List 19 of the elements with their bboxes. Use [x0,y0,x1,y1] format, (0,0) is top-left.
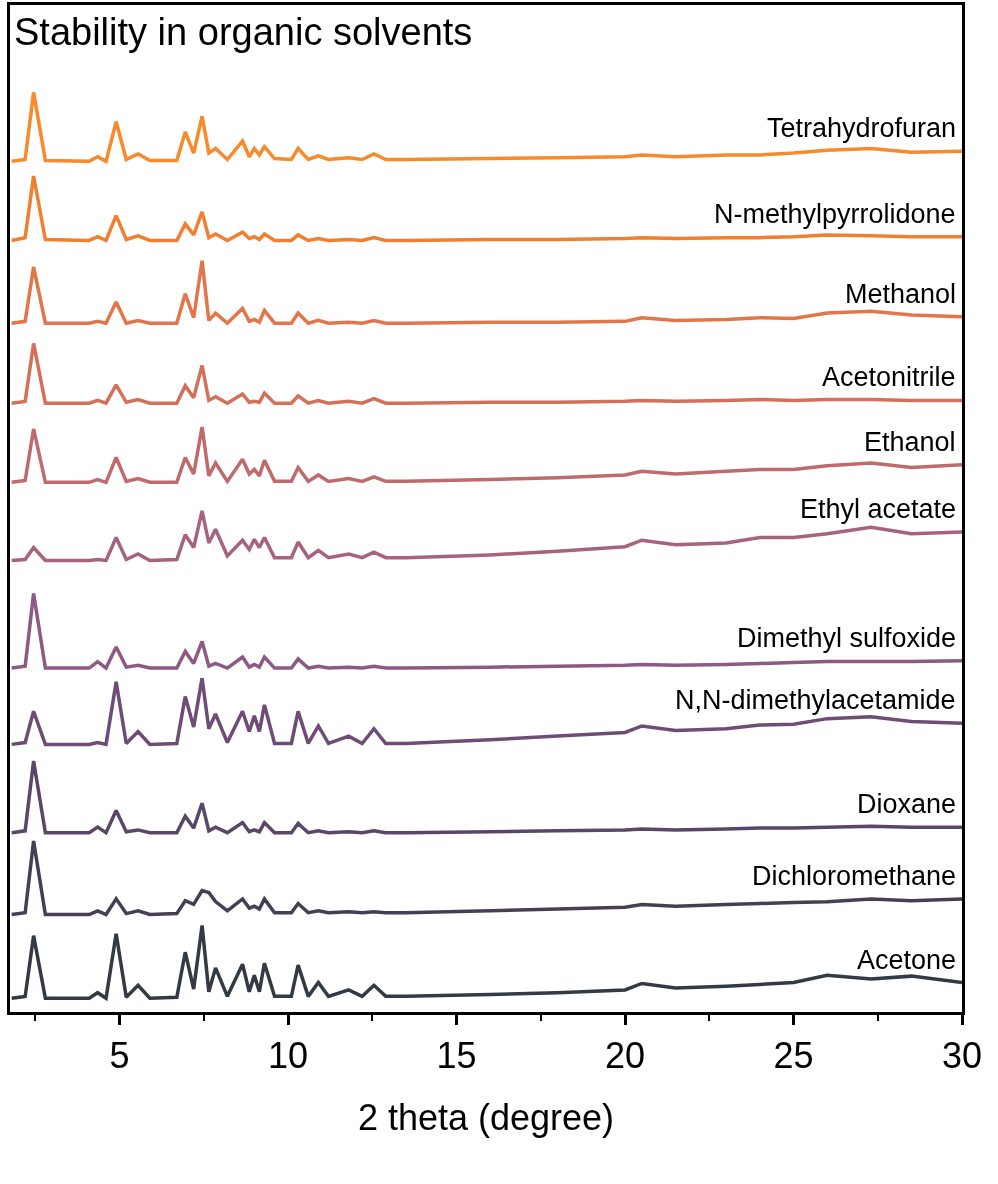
x-tick-label: 20 [604,1034,646,1076]
series-label: Ethanol [864,427,956,457]
x-tick-label: 5 [109,1034,130,1076]
x-tick-label: 30 [941,1034,983,1076]
x-tick-label: 25 [773,1034,814,1076]
series-label: Dichloromethane [752,861,957,891]
series-label: Ethyl acetate [800,494,957,524]
series-label: Acetone [857,945,957,975]
series-label: Dioxane [857,789,957,819]
series-label: Dimethyl sulfoxide [737,623,957,653]
series-label: N,N-dimethylacetamide [675,685,956,715]
x-axis-title: 2 theta (degree) [357,1096,615,1138]
series-label: Methanol [845,279,957,309]
x-tick-label: 10 [268,1034,309,1076]
series-label: Tetrahydrofuran [767,113,957,143]
series-label: Acetonitrile [822,362,956,392]
chart-title: Stability in organic solvents [14,11,473,53]
series-label: N-methylpyrrolidone [714,199,956,229]
x-tick-label: 15 [436,1034,477,1076]
